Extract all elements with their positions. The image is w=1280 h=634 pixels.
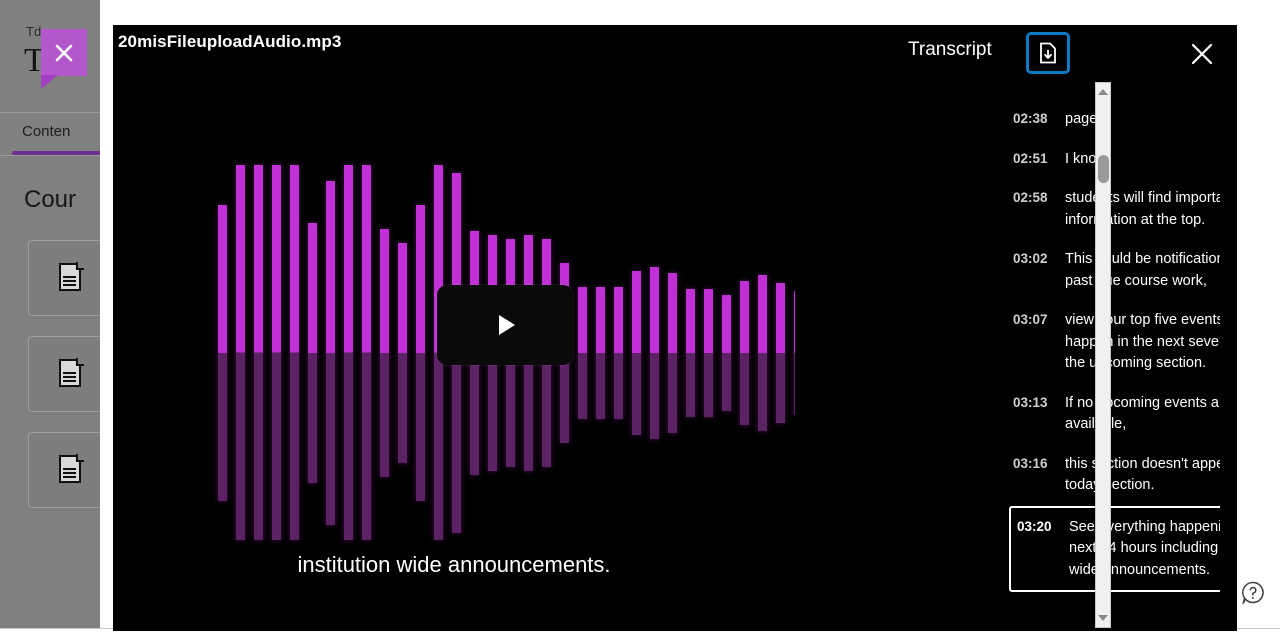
waveform-bar bbox=[362, 165, 371, 540]
waveform-bar bbox=[398, 242, 407, 463]
transcript-entry-time: 03:02 bbox=[1013, 251, 1048, 266]
transcript-scrollbar[interactable] bbox=[1095, 82, 1111, 628]
transcript-entry[interactable]: 02:51 I know bbox=[1013, 140, 1220, 180]
waveform-bar bbox=[254, 165, 263, 540]
waveform-bar bbox=[704, 288, 713, 417]
waveform-bar bbox=[326, 180, 335, 525]
transcript-panel: Transcript 02:38 page. 02:51 I know 02:58 stu… bbox=[795, 25, 1237, 631]
document-icon bbox=[59, 358, 84, 389]
help-button[interactable] bbox=[1238, 578, 1268, 608]
audio-player: 20misFileuploadAudio.mp3 institution wid… bbox=[113, 25, 795, 631]
audio-waveform bbox=[218, 165, 795, 540]
waveform-bar bbox=[794, 290, 795, 415]
waveform-bar bbox=[218, 204, 227, 501]
waveform-bar bbox=[272, 165, 281, 540]
transcript-entry[interactable]: 03:02 This could be notifications about p… bbox=[1013, 240, 1220, 301]
transcript-entry-text: this section doesn't appear in the today… bbox=[1065, 455, 1220, 494]
background-card[interactable] bbox=[28, 336, 100, 412]
chevron-down-icon bbox=[1098, 615, 1108, 621]
waveform-bar bbox=[686, 288, 695, 417]
overlay-close-button[interactable] bbox=[41, 29, 87, 89]
transcript-entry-active[interactable]: 03:20 See everything happening in the nex… bbox=[1009, 505, 1220, 592]
waveform-bar bbox=[416, 204, 425, 501]
transcript-entry-text: See everything happening in the next 24 … bbox=[1069, 518, 1220, 578]
background-page-title: T bbox=[24, 42, 45, 79]
waveform-bar bbox=[578, 286, 587, 419]
player-caption: institution wide announcements. bbox=[297, 552, 611, 577]
play-button[interactable] bbox=[437, 285, 573, 365]
background-tab-content[interactable]: Conten bbox=[22, 123, 71, 140]
transcript-entry[interactable]: 02:38 page. bbox=[1013, 100, 1220, 140]
waveform-bar bbox=[614, 286, 623, 419]
background-today-label: Td bbox=[26, 24, 42, 39]
close-transcript-button[interactable] bbox=[1188, 40, 1216, 68]
transcript-entry-text: students will find important information… bbox=[1065, 190, 1220, 228]
media-player-modal: 20misFileuploadAudio.mp3 institution wid… bbox=[113, 25, 1237, 631]
download-transcript-button[interactable] bbox=[1026, 32, 1070, 74]
chevron-up-icon bbox=[1098, 89, 1108, 95]
document-icon bbox=[59, 454, 84, 485]
overlay-close-pointer bbox=[41, 75, 58, 89]
scrollbar-thumb[interactable] bbox=[1098, 155, 1109, 183]
transcript-list[interactable]: 02:38 page. 02:51 I know 02:58 students will … bbox=[795, 100, 1220, 631]
help-question-icon bbox=[1242, 581, 1264, 604]
media-file-title: 20misFileuploadAudio.mp3 bbox=[118, 32, 342, 51]
background-card[interactable] bbox=[28, 240, 100, 316]
transcript-entry-text: view your top five events that will happ… bbox=[1065, 312, 1220, 371]
transcript-entry-text: If no upcoming events are available, bbox=[1065, 394, 1220, 433]
transcript-entry[interactable]: 02:58 students will find important inform… bbox=[1013, 179, 1220, 240]
transcript-entry-text: page. bbox=[1065, 111, 1102, 127]
transcript-entry-time: 03:13 bbox=[1013, 394, 1048, 410]
transcript-title: Transcript bbox=[908, 39, 992, 60]
waveform-bar bbox=[236, 165, 245, 540]
scrollbar-down-button[interactable] bbox=[1096, 610, 1110, 626]
waveform-bar bbox=[740, 280, 749, 425]
waveform-bar bbox=[650, 266, 659, 439]
background-tab-bar: Conten bbox=[0, 112, 100, 156]
transcript-entry-time: 02:58 bbox=[1013, 190, 1048, 205]
waveform-bar bbox=[776, 282, 785, 423]
download-document-icon bbox=[1040, 42, 1056, 64]
document-icon bbox=[59, 262, 84, 293]
background-section-title: Cour bbox=[24, 186, 77, 213]
transcript-entry-time: 03:16 bbox=[1013, 455, 1048, 471]
waveform-bar bbox=[380, 228, 389, 477]
transcript-entry[interactable]: 03:07 view your top five events that will… bbox=[1013, 301, 1220, 384]
transcript-entry-time: 02:51 bbox=[1013, 150, 1048, 166]
waveform-bar bbox=[344, 165, 353, 540]
background-page: Td T Conten Cour bbox=[0, 0, 100, 628]
play-icon bbox=[499, 315, 515, 335]
waveform-bar bbox=[632, 270, 641, 435]
waveform-bar bbox=[596, 286, 605, 419]
waveform-bar bbox=[290, 165, 299, 540]
transcript-entry-time: 03:07 bbox=[1013, 312, 1048, 327]
close-icon bbox=[1191, 43, 1213, 65]
transcript-entry[interactable]: 03:13 If no upcoming events are available… bbox=[1013, 384, 1220, 445]
transcript-entry-text: I know bbox=[1065, 150, 1107, 167]
waveform-bar bbox=[668, 272, 677, 433]
waveform-bar bbox=[758, 274, 767, 431]
transcript-header: Transcript bbox=[795, 25, 1237, 100]
background-tab-active-underline bbox=[12, 151, 100, 155]
background-card[interactable] bbox=[28, 432, 100, 508]
transcript-entry-time: 02:38 bbox=[1013, 111, 1048, 126]
waveform-bar bbox=[308, 222, 317, 483]
waveform-bar bbox=[722, 294, 731, 411]
close-icon bbox=[55, 44, 73, 61]
transcript-entry-text: This could be notifications about past d… bbox=[1065, 251, 1220, 289]
scrollbar-up-button[interactable] bbox=[1096, 84, 1110, 100]
transcript-entry-time: 03:20 bbox=[1017, 518, 1052, 534]
transcript-entry[interactable]: 03:16 this section doesn't appear in the … bbox=[1013, 445, 1220, 506]
